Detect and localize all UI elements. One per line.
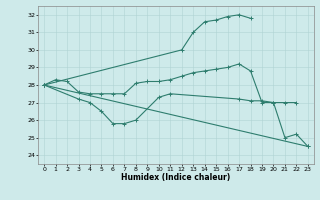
X-axis label: Humidex (Indice chaleur): Humidex (Indice chaleur) <box>121 173 231 182</box>
